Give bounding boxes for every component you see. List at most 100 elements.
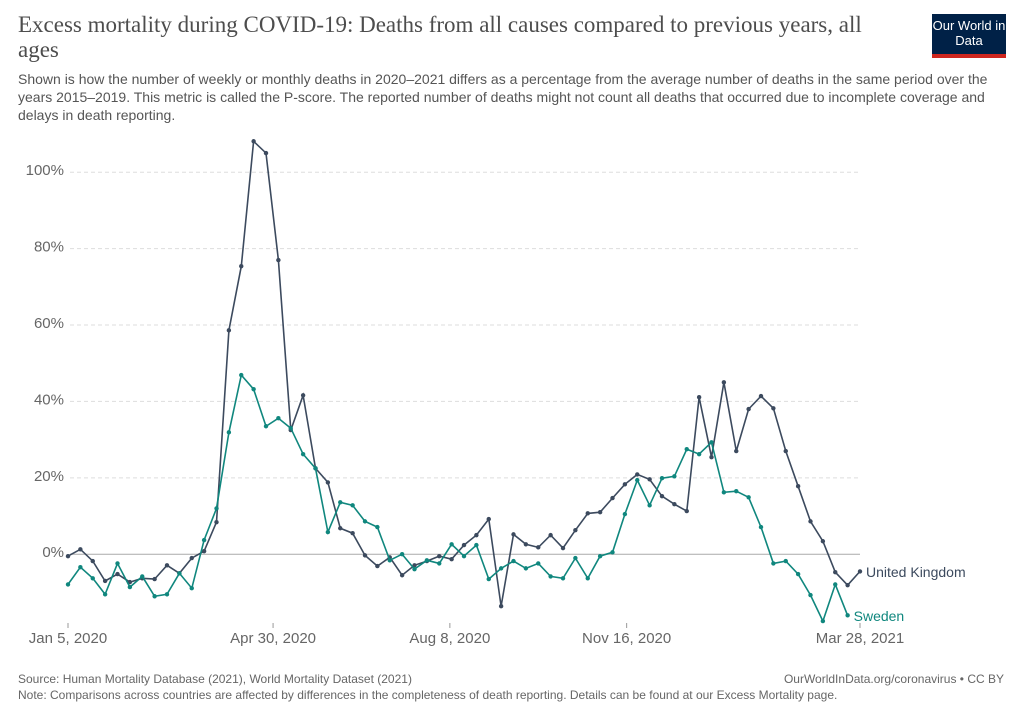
- data-point: [771, 406, 776, 411]
- data-point: [635, 472, 640, 477]
- data-point: [350, 503, 355, 508]
- y-tick-label: 40%: [34, 391, 64, 408]
- data-point: [845, 582, 850, 588]
- data-point: [226, 328, 232, 333]
- data-point: [622, 511, 628, 517]
- data-point: [263, 150, 269, 156]
- data-point: [189, 586, 194, 591]
- data-point: [820, 539, 826, 544]
- data-point: [90, 558, 95, 564]
- data-point: [672, 501, 677, 507]
- data-point: [746, 495, 751, 500]
- data-point: [412, 563, 417, 568]
- data-point: [585, 576, 590, 581]
- data-point: [437, 561, 442, 566]
- data-point: [251, 139, 256, 144]
- y-tick-label: 0%: [42, 544, 64, 561]
- y-tick-label: 60%: [34, 315, 64, 332]
- data-point: [857, 569, 863, 574]
- data-point: [115, 561, 120, 566]
- data-point: [536, 545, 541, 550]
- data-point: [560, 545, 566, 551]
- data-point: [808, 519, 813, 524]
- data-point: [548, 574, 553, 579]
- source: Source: Human Mortality Database (2021),…: [18, 672, 412, 686]
- data-point: [709, 440, 714, 445]
- data-point: [721, 490, 727, 495]
- data-point: [474, 542, 479, 548]
- data-point: [696, 395, 702, 400]
- chart-subtitle: Shown is how the number of weekly or mon…: [18, 71, 988, 123]
- chart-title: Excess mortality during COVID-19: Deaths…: [18, 12, 862, 62]
- data-point: [226, 430, 232, 435]
- data-point: [325, 480, 331, 485]
- data-point: [610, 550, 615, 555]
- data-point: [65, 553, 71, 559]
- data-point: [498, 603, 504, 609]
- data-point: [239, 263, 244, 269]
- data-point: [189, 555, 194, 561]
- data-point: [597, 553, 603, 559]
- data-point: [152, 594, 157, 599]
- data-point: [375, 563, 380, 569]
- data-point: [115, 571, 120, 577]
- data-point: [437, 553, 442, 559]
- data-point: [214, 519, 219, 525]
- series-label: United Kingdom: [866, 564, 966, 580]
- note: Note: Comparisons across countries are a…: [18, 688, 838, 702]
- data-point: [597, 510, 603, 515]
- data-point: [325, 529, 331, 535]
- x-tick-label: Mar 28, 2021: [816, 630, 904, 647]
- data-point: [102, 578, 108, 584]
- data-point: [449, 557, 454, 562]
- data-point: [498, 566, 504, 571]
- data-point: [90, 576, 95, 581]
- data-point: [461, 542, 467, 548]
- x-tick-label: Nov 16, 2020: [582, 630, 671, 647]
- data-point: [684, 508, 689, 514]
- data-point: [399, 552, 405, 557]
- data-point: [573, 527, 578, 533]
- data-point: [102, 592, 108, 597]
- data-point: [622, 482, 628, 487]
- data-point: [474, 532, 479, 538]
- data-point: [610, 495, 615, 501]
- data-point: [164, 563, 170, 568]
- data-point: [820, 618, 826, 624]
- data-point: [795, 484, 801, 489]
- data-point: [511, 558, 516, 564]
- series-label: Sweden: [854, 608, 905, 624]
- data-point: [300, 451, 306, 457]
- data-point: [696, 451, 702, 457]
- data-point: [783, 448, 788, 454]
- data-point: [276, 257, 281, 263]
- data-point: [523, 566, 529, 571]
- data-point: [585, 511, 590, 516]
- data-point: [127, 584, 133, 590]
- data-point: [152, 576, 157, 582]
- data-point: [338, 500, 343, 505]
- data-point: [647, 477, 652, 482]
- data-point: [201, 548, 207, 554]
- data-point: [511, 532, 516, 537]
- data-point: [808, 592, 813, 598]
- data-point: [387, 558, 392, 563]
- y-tick-label: 100%: [26, 162, 64, 179]
- y-tick-label: 20%: [34, 468, 64, 485]
- data-point: [65, 582, 71, 587]
- logo[interactable]: Our World in Data: [932, 14, 1006, 58]
- data-point: [461, 553, 467, 559]
- data-point: [362, 553, 368, 558]
- data-point: [412, 566, 417, 572]
- data-point: [424, 558, 430, 563]
- data-point: [573, 555, 578, 561]
- data-point: [449, 542, 454, 547]
- credit: OurWorldInData.org/coronavirus • CC BY: [783, 672, 1004, 686]
- data-point: [350, 531, 355, 536]
- data-point: [734, 448, 739, 454]
- y-tick-label: 80%: [34, 239, 64, 256]
- data-point: [78, 547, 83, 552]
- data-point: [845, 613, 850, 618]
